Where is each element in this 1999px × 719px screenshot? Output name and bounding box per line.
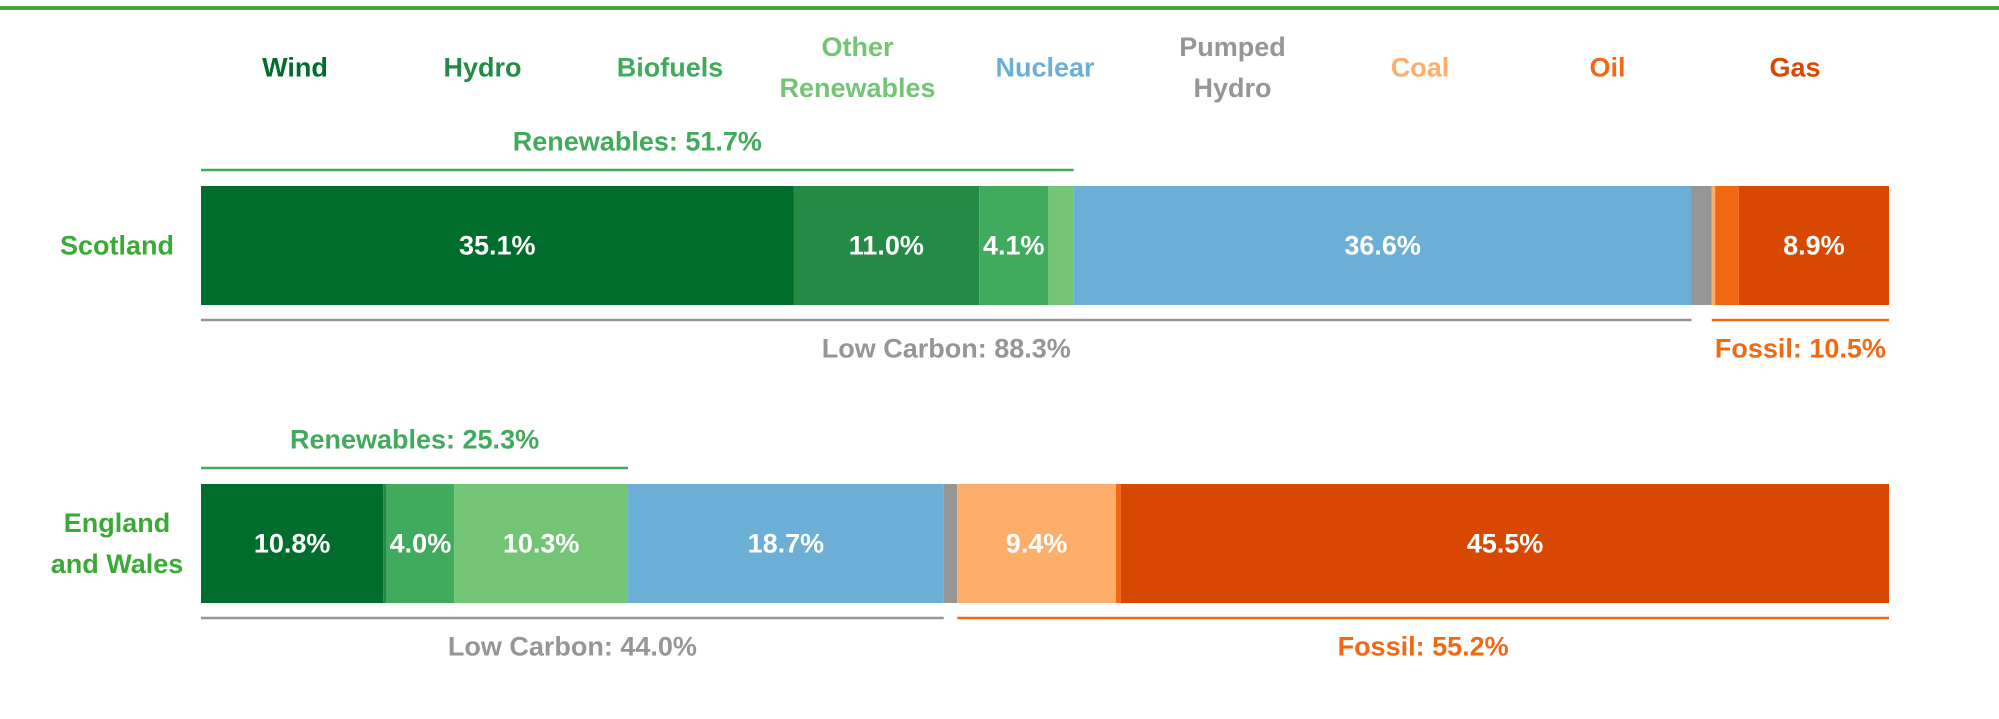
legend-entry: Wind: [262, 52, 328, 83]
group-label: Fossil: 10.5%: [1714, 333, 1886, 364]
bar-segment: [1048, 186, 1074, 305]
category-label: England and Wales: [50, 507, 184, 579]
bar-segment: [628, 484, 944, 603]
legend-entry: Biofuels: [616, 52, 724, 83]
data-label: 35.1%: [458, 230, 536, 260]
data-label: 4.1%: [982, 230, 1045, 260]
bar-segment: [454, 484, 629, 603]
data-label: 10.3%: [502, 528, 580, 558]
bar-segment: [1738, 186, 1889, 305]
legend-entry: Nuclear: [995, 52, 1095, 83]
data-label: 45.5%: [1466, 528, 1544, 558]
data-label: 4.0%: [389, 528, 452, 558]
data-label: 11.0%: [848, 230, 924, 260]
group-label: Low Carbon: 44.0%: [447, 631, 697, 662]
group-label: Low Carbon: 88.3%: [821, 333, 1071, 364]
bar-segment: [957, 484, 1116, 603]
category-label: Scotland: [59, 230, 174, 260]
group-label: Fossil: 55.2%: [1337, 631, 1509, 662]
bar-segment: [386, 484, 455, 603]
legend-entry: Gas: [1769, 52, 1821, 83]
legend-entry: Hydro: [443, 52, 522, 83]
data-label: 9.4%: [1005, 528, 1068, 558]
data-label: 10.8%: [253, 528, 331, 558]
legend-entry: Oil: [1589, 52, 1626, 83]
bar-segment: [793, 186, 980, 305]
group-label: Renewables: 51.7%: [512, 126, 762, 157]
group-label: Renewables: 25.3%: [289, 424, 540, 455]
bar-segment: [201, 186, 794, 305]
bar-segment: [943, 484, 958, 603]
data-label: 36.6%: [1344, 230, 1421, 260]
data-label: 18.7%: [747, 528, 825, 558]
bar-segment: [1691, 186, 1712, 305]
legend-entry: Coal: [1390, 52, 1450, 83]
bar-segment: [1115, 484, 1121, 603]
bar-segment: [201, 484, 384, 603]
bar-segment: [1120, 484, 1889, 603]
bar-segment: [1073, 186, 1692, 305]
data-label: 8.9%: [1783, 230, 1845, 260]
bar-segment: [383, 484, 387, 603]
bar-segment: [1711, 186, 1716, 305]
legend-entry: Pumped Hydro: [1179, 32, 1286, 103]
legend-entry: Other Renewables: [779, 32, 936, 103]
bar-segment: [1715, 186, 1739, 305]
bar-segment: [979, 186, 1049, 305]
